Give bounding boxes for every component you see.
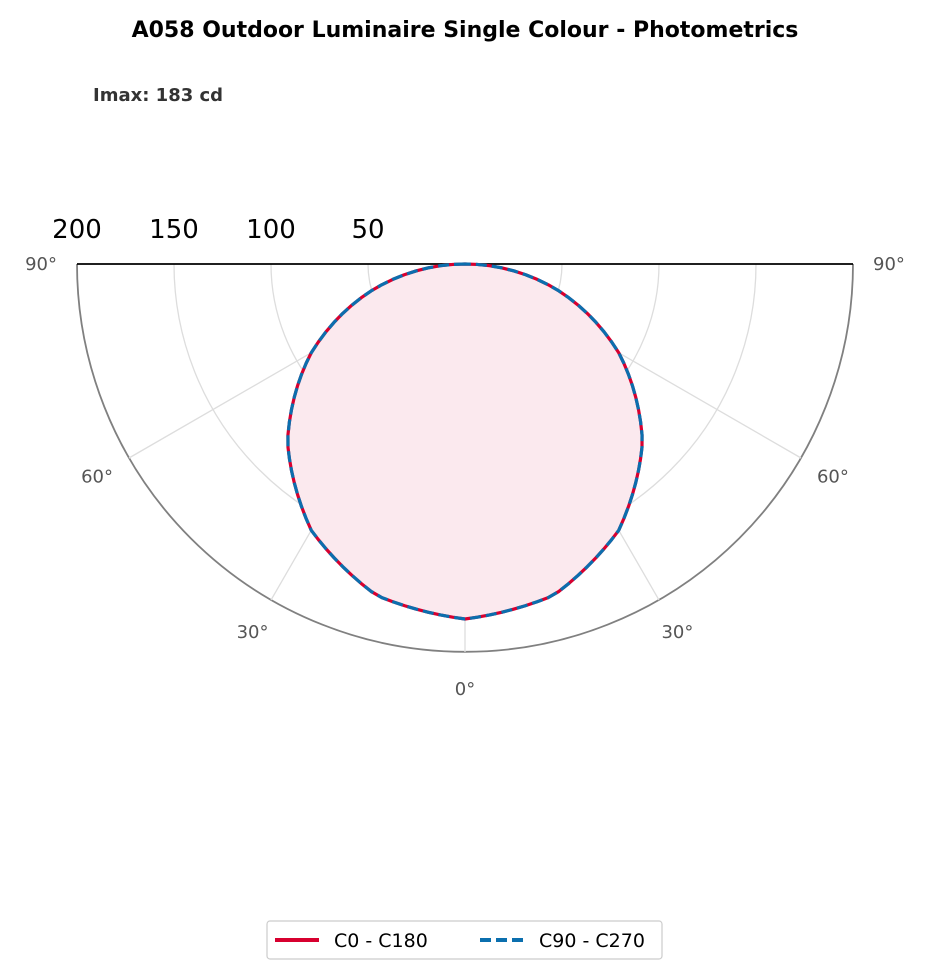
axis-labels: 200 150 100 50 90° 60° 30° 0° 30° 60° 90°: [25, 215, 905, 700]
legend-label: C90 - C270: [539, 930, 645, 952]
angle-tick-label: 0°: [455, 679, 475, 700]
angle-tick-label: 30°: [237, 622, 269, 643]
angle-tick-label: 90°: [25, 254, 57, 275]
legend: C0 - C180 C90 - C270: [266, 920, 663, 960]
legend-box: [266, 920, 663, 960]
legend-label: C0 - C180: [334, 930, 428, 952]
radial-tick-label: 150: [149, 215, 199, 245]
chart-subtitle: Imax: 183 cd: [93, 85, 223, 106]
angle-tick-label: 60°: [81, 466, 113, 487]
radial-tick-label: 100: [246, 215, 296, 245]
radial-tick-label: 50: [351, 215, 384, 245]
series-fill-area: [287, 264, 643, 620]
radial-tick-label: 200: [52, 215, 102, 245]
angle-tick-label: 30°: [661, 622, 693, 643]
chart-title: A058 Outdoor Luminaire Single Colour - P…: [132, 18, 799, 43]
series-layer: [286, 262, 644, 621]
angle-tick-label: 90°: [873, 254, 905, 275]
angle-tick-label: 60°: [817, 466, 849, 487]
